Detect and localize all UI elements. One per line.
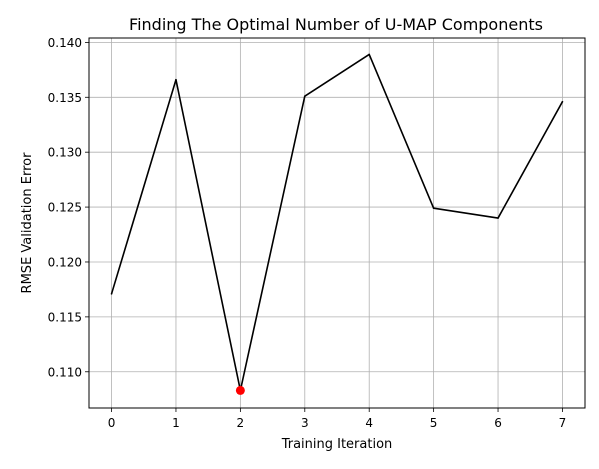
y-tick-label: 0.125: [48, 201, 82, 215]
x-tick-label: 4: [365, 416, 373, 430]
series-point: [368, 53, 371, 56]
x-axis: 0 1 2 3 4 5 6 7: [108, 408, 567, 430]
plot-area: [88, 37, 586, 409]
plot-frame: [88, 37, 586, 409]
y-axis-label: RMSE Validation Error: [20, 152, 35, 294]
plot-background: [89, 38, 585, 408]
grid: [89, 38, 585, 408]
x-tick-label: 1: [172, 416, 180, 430]
x-tick-label: 6: [494, 416, 502, 430]
y-tick-label: 0.110: [48, 365, 82, 379]
x-axis-label: Training Iteration: [281, 437, 393, 452]
series-point: [561, 100, 564, 103]
series-point: [497, 217, 499, 219]
y-tick-label: 0.115: [48, 310, 82, 324]
x-tick-label: 7: [559, 416, 567, 430]
x-tick-label: 3: [301, 416, 309, 430]
x-tick-label: 0: [108, 416, 116, 430]
optimal-point-marker: [235, 385, 245, 395]
series-point: [175, 78, 177, 81]
chart-title: Finding The Optimal Number of U-MAP Comp…: [129, 15, 543, 34]
series-point: [110, 293, 113, 295]
series-point: [432, 207, 435, 209]
y-tick-label: 0.140: [48, 36, 82, 50]
series-line: [110, 53, 564, 392]
x-tick-label: 2: [237, 416, 245, 430]
y-tick-label: 0.130: [48, 146, 82, 160]
y-tick-label: 0.120: [48, 255, 82, 269]
series-point: [303, 95, 306, 97]
x-tick-label: 5: [430, 416, 438, 430]
y-axis: 0.110 0.115 0.120 0.125 0.130 0.135 0.140: [48, 36, 89, 379]
y-tick-label: 0.135: [48, 91, 82, 105]
highlight-layer: [235, 385, 245, 395]
